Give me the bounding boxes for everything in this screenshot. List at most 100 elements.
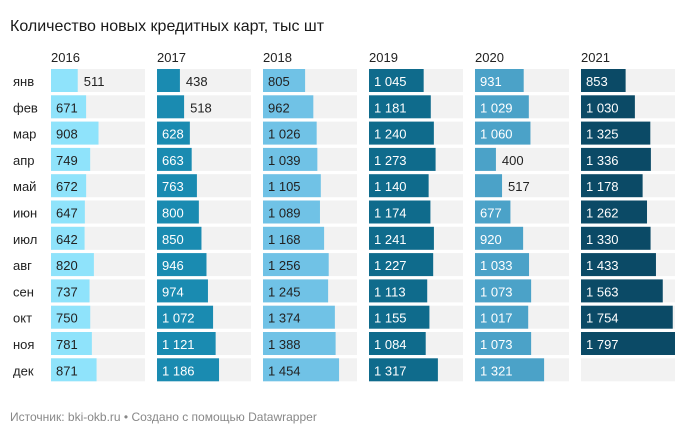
column-header-2019: 2019 [369,50,398,65]
bar-2019-июл [369,226,434,250]
bar-label: 1 273 [374,153,407,168]
bar-2019-май [369,174,429,198]
bar-label: 962 [268,100,290,115]
bar-2020-окт [475,305,529,329]
bar-label: 1 178 [586,179,619,194]
bar-label: 1 186 [162,363,195,378]
bar-label: 750 [56,311,78,326]
bar-2016-мар [51,121,99,145]
bar-label: 1 030 [586,100,619,115]
chart-title: Количество новых кредитных карт, тыс шт [10,18,325,35]
bar-label: 931 [480,74,502,89]
bar-2021-фев [581,95,635,119]
bar-2018-апр [263,147,318,171]
bar-2017-июл [157,226,202,250]
bar-2019-ноя [369,332,426,355]
bar-label: 1 325 [586,127,619,142]
row-label-10: ноя [13,337,34,352]
bar-2016-ноя [51,332,92,355]
bar-label: 908 [56,127,78,142]
row-label-1: фев [13,100,38,115]
bar-label: 1 029 [480,100,513,115]
bar-2021-май [581,174,643,198]
column-header-2021: 2021 [581,50,610,65]
bar-2017-сен [157,279,208,303]
bar-label: 1 181 [374,100,407,115]
bar-label: 946 [162,258,184,273]
bar-background [157,69,251,92]
bar-label: 920 [480,232,502,247]
bar-2017-янв [157,69,180,92]
bar-2020-июл [475,226,524,250]
bar-2016-янв [51,69,78,92]
bar-2019-дек [369,358,438,382]
bar-background [581,358,675,382]
column-header-2020: 2020 [475,50,504,65]
row-label-0: янв [13,74,34,89]
bar-label: 1 227 [374,258,407,273]
bar-2017-авг [157,253,207,277]
bar-label: 1 797 [586,337,619,352]
bar-2020-апр [475,147,496,171]
bar-2017-май [157,174,197,198]
bar-label: 1 174 [374,206,407,221]
bar-label: 1 033 [480,258,513,273]
bar-2020-авг [475,253,530,277]
bar-label: 1 330 [586,232,619,247]
bar-2020-ноя [475,332,532,355]
bar-2019-мар [369,121,434,145]
bar-2016-июн [51,200,85,224]
bar-label: 1 388 [268,337,301,352]
bar-2018-ноя [263,332,336,355]
row-label-8: сен [13,284,34,299]
row-label-2: мар [13,127,36,142]
bar-label: 871 [56,363,78,378]
bar-2021-авг [581,253,656,277]
bar-label: 781 [56,337,78,352]
bar-2016-авг [51,253,94,277]
bar-label: 400 [502,153,524,168]
bar-2019-янв [369,69,424,92]
bar-label: 1 317 [374,363,407,378]
row-label-9: окт [13,311,32,326]
bar-2018-янв [263,69,306,92]
bar-2020-дек [475,358,545,382]
bar-2017-июн [157,200,199,224]
bar-label: 1 140 [374,179,407,194]
bar-label: 1 155 [374,311,407,326]
column-header-2018: 2018 [263,50,292,65]
bar-2017-дек [157,358,220,382]
bar-2021-мар [581,121,651,145]
bar-label: 1 089 [268,206,301,221]
bar-label: 1 563 [586,284,619,299]
bar-2017-ноя [157,332,216,355]
bar-label: 438 [186,74,208,89]
bar-2018-июн [263,200,320,224]
source-link[interactable]: bki-okb.ru [67,410,121,424]
bar-label: 1 072 [162,311,195,326]
bar-label: 671 [56,100,78,115]
bar-label: 1 060 [480,127,513,142]
bar-label: 642 [56,232,78,247]
bar-2017-фев [157,95,185,119]
bar-background [475,147,569,171]
bar-label: 663 [162,153,184,168]
bar-2021-ноя [581,332,675,355]
footer: Источник: bki-okb.ru • Создано с помощью… [10,410,317,424]
bar-2021-июл [581,226,651,250]
bar-label: 1 105 [268,179,301,194]
bar-label: 1 168 [268,232,301,247]
bar-2021-июн [581,200,648,224]
bar-2018-май [263,174,321,198]
bar-2018-окт [263,305,335,329]
footer-separator: • [120,410,132,424]
bar-label: 805 [268,74,290,89]
bar-2019-сен [369,279,428,303]
credit-text: Создано с помощью Datawrapper [131,410,317,424]
bar-label: 974 [162,284,184,299]
bar-label: 1 336 [586,153,619,168]
bar-2020-июн [475,200,511,224]
bar-2016-июл [51,226,85,250]
bar-2016-фев [51,95,87,119]
bar-label: 1 073 [480,337,513,352]
